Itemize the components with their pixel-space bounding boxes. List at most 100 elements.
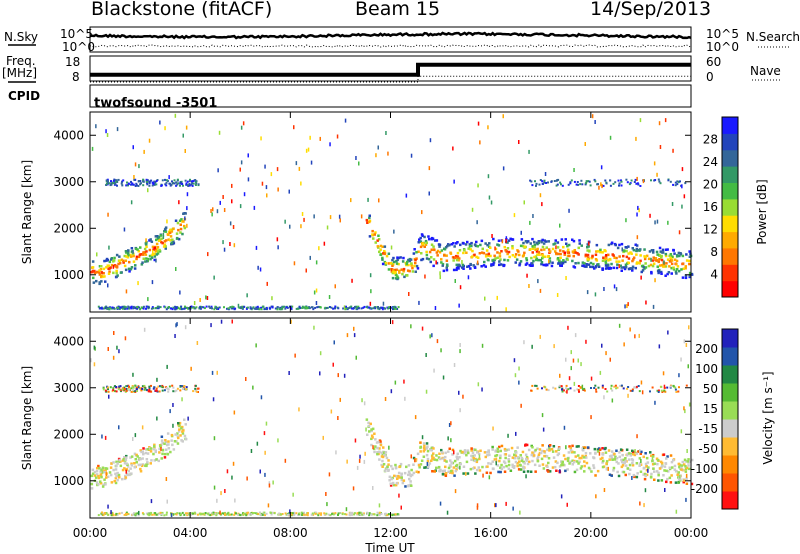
- p-mark: [482, 251, 486, 255]
- p-mark: [568, 254, 571, 258]
- p-mark: [260, 136, 262, 141]
- v-mark: [666, 455, 669, 458]
- v-mark: [563, 425, 566, 430]
- p-mark: [405, 262, 408, 266]
- p-mark: [433, 248, 436, 252]
- v-mark: [161, 441, 164, 445]
- p-mark: [610, 241, 614, 244]
- v-mark: [355, 355, 357, 360]
- p-mark: [104, 280, 107, 283]
- v-mark: [504, 453, 508, 456]
- v-mark: [263, 511, 266, 514]
- v-mark: [581, 447, 583, 452]
- p-mark: [307, 307, 310, 310]
- nave-label: Nave: [750, 64, 781, 78]
- p-mark: [644, 266, 648, 269]
- v-mark: [354, 438, 357, 443]
- v-mark: [478, 457, 481, 461]
- v-mark: [124, 336, 127, 341]
- noise-right-tick-1: 10^0: [706, 40, 739, 54]
- v-mark: [378, 450, 381, 453]
- p-mark: [642, 179, 645, 184]
- p-mark: [113, 178, 116, 181]
- v-mark: [145, 448, 148, 451]
- v-mark: [131, 385, 134, 387]
- v-mark: [323, 512, 326, 515]
- p-mark: [127, 267, 131, 271]
- v-mark: [396, 477, 399, 480]
- v-mark: [105, 467, 109, 470]
- p-mark: [108, 267, 112, 270]
- p-mark: [110, 183, 113, 186]
- v-mark: [541, 413, 544, 418]
- p-mark: [209, 307, 212, 309]
- p-mark: [463, 249, 466, 252]
- v-mark: [492, 426, 494, 431]
- v-mark: [674, 386, 677, 389]
- v-mark: [175, 389, 178, 392]
- p-mark: [609, 258, 612, 261]
- v-mark: [615, 460, 618, 464]
- p-mark: [610, 262, 613, 266]
- nsky-label: N.Sky: [4, 30, 39, 44]
- p-mark: [377, 145, 379, 150]
- p-mark: [657, 271, 660, 275]
- p-mark: [654, 278, 656, 283]
- p-mark: [370, 289, 372, 294]
- p-mark: [109, 307, 112, 310]
- v-mark: [122, 458, 125, 461]
- v-mark: [391, 513, 394, 515]
- p-mark: [657, 260, 660, 264]
- p-mark: [627, 245, 630, 248]
- p-mark: [102, 267, 106, 271]
- p-mark: [387, 262, 391, 265]
- p-mark: [515, 258, 519, 261]
- v-mark: [425, 446, 428, 450]
- v-mark: [224, 514, 226, 516]
- v-mark: [348, 513, 351, 516]
- p-mark: [255, 306, 258, 309]
- p-mark: [637, 205, 639, 210]
- p-mark: [145, 257, 148, 260]
- p-mark: [140, 263, 144, 266]
- v-mark: [133, 462, 136, 465]
- p-mark: [408, 259, 412, 263]
- v-mark: [572, 460, 576, 464]
- p-mark: [530, 180, 533, 183]
- p-mark: [245, 307, 248, 310]
- v-mark: [100, 471, 104, 474]
- p-mark: [105, 259, 108, 262]
- p-mark: [616, 263, 619, 266]
- p-mark: [106, 178, 109, 181]
- p-mark: [523, 200, 525, 205]
- v-mark: [640, 380, 643, 385]
- p-mark: [548, 257, 552, 260]
- p-mark: [112, 179, 115, 182]
- p-mark: [606, 266, 610, 270]
- v-mark: [97, 476, 101, 480]
- v-mark: [425, 453, 429, 457]
- p-mark: [413, 264, 416, 268]
- v-mark: [290, 319, 292, 324]
- p-mark: [583, 262, 586, 265]
- v-mark: [139, 449, 142, 452]
- v-mark: [488, 449, 490, 454]
- v-mark: [662, 453, 666, 456]
- p-mark: [475, 255, 478, 259]
- p-mark: [393, 260, 396, 264]
- v-mark: [159, 444, 162, 447]
- p-mark: [639, 118, 642, 123]
- v-mark: [508, 454, 511, 457]
- p-mark: [543, 179, 546, 182]
- v-mark: [142, 513, 145, 516]
- p-mark: [365, 218, 369, 222]
- p-mark: [651, 259, 655, 262]
- p-mark: [461, 266, 464, 269]
- v-mark: [353, 513, 356, 516]
- p-mark: [544, 240, 548, 243]
- p-mark: [479, 243, 482, 247]
- v-mark: [598, 451, 601, 456]
- p-mark: [559, 264, 562, 267]
- v-mark: [640, 450, 643, 454]
- p-mark: [199, 298, 201, 302]
